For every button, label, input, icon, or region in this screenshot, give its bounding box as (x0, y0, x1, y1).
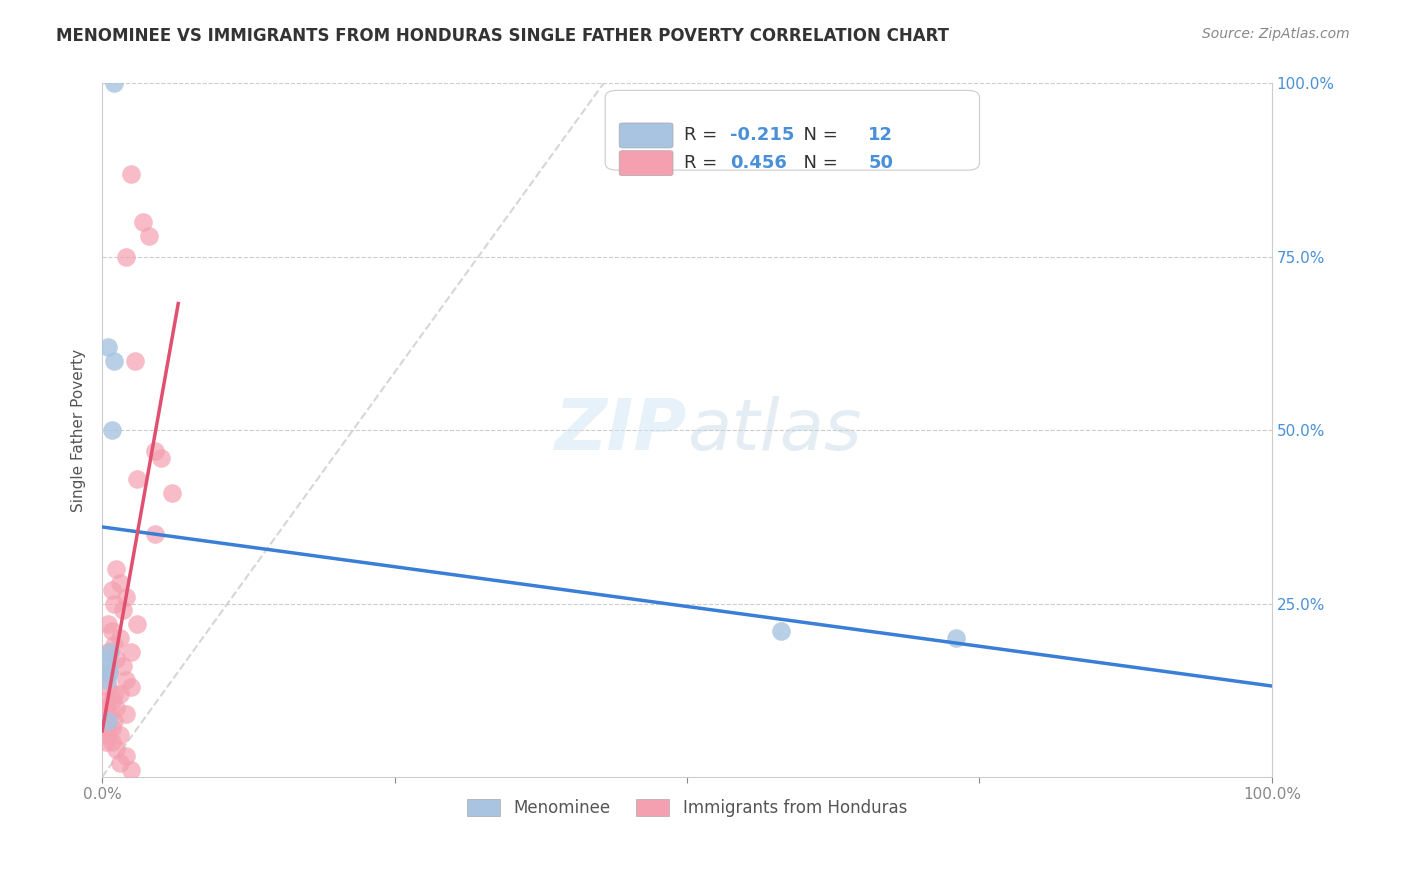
Point (105, 652, 128, 666)
Point (97, 714, 120, 729)
Point (100, 624, 122, 639)
Legend: Menominee, Immigrants from Honduras: Menominee, Immigrants from Honduras (461, 792, 914, 824)
Point (124, 353, 146, 368)
Point (105, 742, 128, 756)
Text: Source: ZipAtlas.com: Source: ZipAtlas.com (1202, 27, 1350, 41)
Point (114, 673, 136, 687)
Point (127, 617, 149, 632)
Text: 50: 50 (869, 154, 893, 172)
Point (120, 763, 142, 777)
Point (108, 687, 131, 701)
Point (149, 450, 172, 465)
Point (97, 680, 120, 694)
FancyBboxPatch shape (619, 123, 673, 148)
Point (114, 707, 136, 722)
Point (94, 722, 117, 736)
Point (120, 680, 142, 694)
Point (105, 562, 128, 576)
Point (97, 617, 120, 632)
Point (162, 485, 184, 500)
Text: atlas: atlas (688, 396, 862, 465)
Point (94, 693, 117, 707)
Point (112, 603, 135, 617)
Y-axis label: Single Father Poverty: Single Father Poverty (72, 349, 86, 512)
Point (97, 340, 120, 354)
Point (103, 77, 125, 91)
Point (100, 423, 122, 437)
Point (108, 728, 131, 742)
Point (100, 582, 122, 597)
Text: N =: N = (793, 127, 844, 145)
Point (769, 624, 792, 639)
Point (108, 756, 131, 770)
FancyBboxPatch shape (605, 90, 980, 170)
Point (98, 665, 121, 680)
Point (94, 700, 117, 714)
Text: 12: 12 (869, 127, 893, 145)
Point (94, 735, 117, 749)
Point (143, 444, 166, 458)
Point (127, 472, 149, 486)
Point (94, 665, 117, 680)
Text: MENOMINEE VS IMMIGRANTS FROM HONDURAS SINGLE FATHER POVERTY CORRELATION CHART: MENOMINEE VS IMMIGRANTS FROM HONDURAS SI… (56, 27, 949, 45)
Point (114, 749, 136, 764)
Point (108, 631, 131, 645)
Point (100, 722, 122, 736)
Point (108, 575, 131, 590)
Text: ZIP: ZIP (555, 396, 688, 465)
Point (103, 714, 125, 729)
Point (143, 527, 166, 541)
Point (114, 590, 136, 604)
Point (120, 167, 142, 181)
Point (97, 645, 120, 659)
Point (945, 631, 967, 645)
Point (97, 714, 120, 729)
Text: R =: R = (683, 154, 723, 172)
Point (96, 673, 118, 687)
Point (114, 250, 136, 264)
Point (97, 659, 120, 673)
Point (120, 645, 142, 659)
Text: R =: R = (683, 127, 723, 145)
Point (138, 229, 160, 244)
Point (132, 215, 155, 229)
Point (100, 735, 122, 749)
Text: 0.456: 0.456 (730, 154, 787, 172)
FancyBboxPatch shape (619, 151, 673, 176)
Point (103, 638, 125, 652)
Text: -0.215: -0.215 (730, 127, 794, 145)
Point (103, 353, 125, 368)
Point (100, 645, 122, 659)
Point (103, 687, 125, 701)
Point (98, 707, 121, 722)
Point (94, 652, 117, 666)
Point (97, 728, 120, 742)
Point (112, 659, 135, 673)
Text: N =: N = (793, 154, 844, 172)
Point (100, 693, 122, 707)
Point (103, 597, 125, 611)
Point (98, 665, 121, 680)
Point (105, 700, 128, 714)
